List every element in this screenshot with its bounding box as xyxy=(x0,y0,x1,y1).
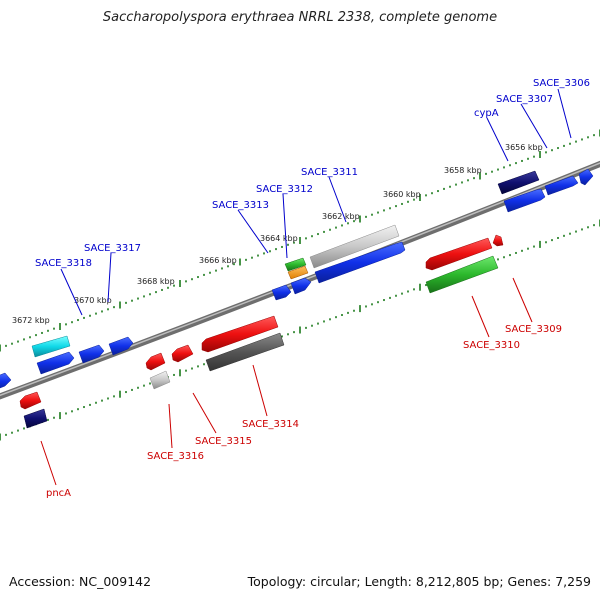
gene-label[interactable]: SACE_3312 xyxy=(256,184,313,195)
gene-arrow xyxy=(578,168,594,186)
gene-arrow xyxy=(287,265,309,280)
kbp-label: 3668 kbp xyxy=(137,277,175,286)
gene-arrow xyxy=(492,234,504,247)
gene-label[interactable]: SACE_3315 xyxy=(195,436,252,447)
gene-arrow xyxy=(31,335,71,358)
kbp-label: 3656 kbp xyxy=(505,143,543,152)
gene-arrow xyxy=(145,352,166,371)
gene-arrow xyxy=(108,336,134,356)
kbp-label: 3666 kbp xyxy=(199,256,237,265)
gene-labels: SACE_3306 SACE_3307 cypA SACE_3311 SACE_… xyxy=(35,78,590,499)
gene-label[interactable]: SACE_3318 xyxy=(35,258,92,269)
gene-label[interactable]: SACE_3316 xyxy=(147,451,204,462)
kbp-label: 3664 kbp xyxy=(260,234,298,243)
outer-tick-track xyxy=(0,129,600,352)
gene-label[interactable]: SACE_3307 xyxy=(496,94,553,105)
kbp-label: 3660 kbp xyxy=(383,190,421,199)
gene-arrow xyxy=(23,408,48,429)
map-title: Saccharopolyspora erythraea NRRL 2338, c… xyxy=(102,10,498,25)
gene-arrow xyxy=(78,344,105,364)
gene-label[interactable]: SACE_3306 xyxy=(533,78,590,89)
gene-arrow xyxy=(284,257,307,272)
kbp-label: 3662 kbp xyxy=(322,212,360,221)
accession-text: Accession: NC_009142 xyxy=(9,574,152,589)
gene-arrow xyxy=(36,351,75,375)
gene-arrow xyxy=(497,170,540,195)
gene-label[interactable]: pncA xyxy=(46,488,71,499)
gene-arrow xyxy=(201,315,279,353)
kbp-label: 3658 kbp xyxy=(444,166,482,175)
kbp-scale: 3656 kbp 3658 kbp 3660 kbp 3662 kbp 3664… xyxy=(12,143,543,325)
gene-arrow xyxy=(0,372,12,389)
gene-label[interactable]: SACE_3310 xyxy=(463,340,520,351)
gene-arrow xyxy=(290,277,312,295)
gene-arrow xyxy=(171,344,194,363)
gene-arrow xyxy=(503,188,546,213)
gene-arrow xyxy=(271,284,292,301)
gene-label[interactable]: SACE_3317 xyxy=(84,243,141,254)
gene-arrow xyxy=(425,255,499,294)
gene-arrow xyxy=(309,224,400,269)
topology-text: Topology: circular; Length: 8,212,805 bp… xyxy=(247,574,591,589)
gene-arrow xyxy=(205,332,285,372)
reverse-genes xyxy=(19,234,504,429)
gene-label[interactable]: SACE_3311 xyxy=(301,167,358,178)
gene-arrow xyxy=(425,237,493,271)
gene-arrow xyxy=(19,391,42,410)
gene-label[interactable]: SACE_3314 xyxy=(242,419,299,430)
kbp-label: 3672 kbp xyxy=(12,316,50,325)
gene-label[interactable]: SACE_3313 xyxy=(212,200,269,211)
forward-genes xyxy=(0,168,594,389)
gene-arrow xyxy=(544,175,579,196)
kbp-label: 3670 kbp xyxy=(74,296,112,305)
gene-label[interactable]: cypA xyxy=(474,108,499,119)
gene-label[interactable]: SACE_3309 xyxy=(505,324,562,335)
gene-arrow xyxy=(314,241,406,284)
leader-lines xyxy=(40,88,572,486)
gene-arrow xyxy=(149,370,171,390)
